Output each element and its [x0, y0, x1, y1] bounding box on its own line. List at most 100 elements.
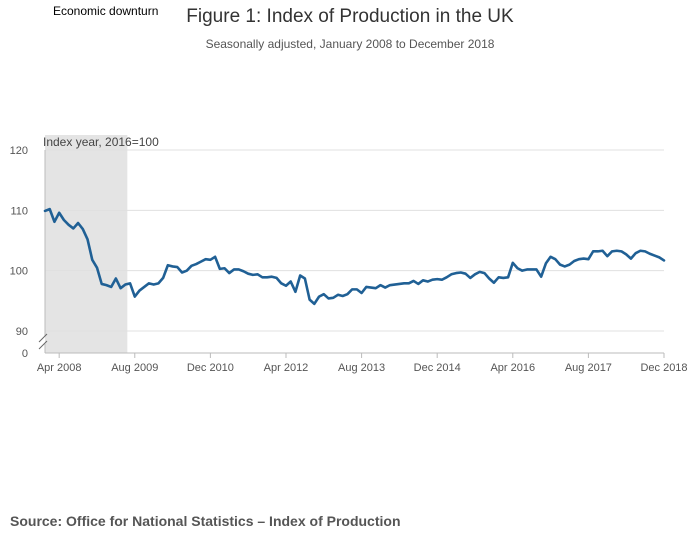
data-point	[346, 293, 349, 295]
data-point	[167, 264, 169, 266]
data-point	[271, 276, 273, 278]
data-point	[412, 280, 415, 282]
data-point	[280, 282, 282, 284]
data-point	[441, 279, 443, 281]
data-point	[77, 222, 79, 224]
data-point	[408, 282, 410, 284]
data-point	[639, 250, 641, 252]
data-point	[521, 270, 523, 272]
x-tick-label-2014-12: Dec 2014	[414, 362, 461, 374]
data-point	[49, 208, 51, 210]
data-point	[157, 282, 159, 284]
data-point	[53, 221, 56, 223]
data-point	[110, 286, 112, 288]
axes: 0 90 100 110 120 Apr 2008 Aug 2009 Dec 2010 Apr …	[10, 145, 688, 374]
data-point	[620, 250, 623, 252]
data-point	[587, 258, 590, 260]
data-point	[625, 253, 627, 255]
data-point	[190, 265, 193, 267]
data-point	[209, 259, 211, 261]
data-point	[360, 292, 363, 294]
data-point	[460, 271, 462, 274]
data-point	[129, 282, 131, 284]
source-note: Source: Office for National Statistics –…	[10, 513, 401, 529]
axis-break-mark-1	[38, 340, 48, 350]
data-point	[148, 282, 150, 284]
data-point	[464, 273, 467, 275]
data-point	[143, 286, 145, 288]
data-point	[195, 263, 197, 265]
data-point	[427, 280, 429, 283]
data-point	[573, 260, 575, 262]
data-point	[403, 282, 405, 284]
data-point	[214, 256, 216, 258]
data-point	[247, 273, 249, 275]
x-tick-label-2017-08: Aug 2017	[565, 362, 612, 374]
data-point	[337, 294, 339, 296]
data-point	[252, 274, 254, 276]
data-point	[384, 286, 386, 289]
data-point	[290, 280, 292, 283]
data-point	[351, 288, 353, 290]
x-tick-label-2009-08: Aug 2009	[111, 362, 158, 374]
data-point	[171, 265, 174, 268]
data-point	[398, 283, 400, 285]
data-point	[601, 250, 604, 252]
data-point	[446, 276, 448, 278]
shaded-regions	[45, 135, 128, 353]
data-point	[266, 276, 268, 278]
data-point	[72, 227, 74, 230]
data-point	[238, 268, 240, 271]
data-point	[257, 273, 259, 275]
data-point	[318, 296, 320, 298]
data-point	[592, 250, 594, 252]
data-point	[134, 296, 136, 298]
data-point	[578, 258, 580, 260]
y-tick-label-0: 0	[22, 348, 28, 360]
data-point	[630, 258, 632, 260]
x-tick-label-2010-12: Dec 2010	[187, 362, 234, 374]
data-point	[63, 219, 65, 221]
chart-title: Figure 1: Index of Production in the UK	[186, 6, 514, 27]
data-point	[559, 264, 561, 266]
data-point	[327, 297, 330, 300]
data-point	[498, 276, 500, 278]
data-point	[313, 303, 315, 305]
data-point	[375, 287, 377, 289]
data-point	[611, 250, 613, 252]
data-point	[516, 267, 519, 269]
series-line-0	[43, 207, 666, 306]
y-tick-label-90: 90	[16, 326, 28, 338]
data-point	[138, 289, 141, 292]
data-point	[105, 284, 108, 286]
data-point	[597, 250, 599, 252]
data-point	[68, 224, 70, 226]
data-point	[242, 270, 245, 272]
data-point	[365, 286, 367, 288]
data-point	[455, 272, 457, 274]
data-point	[389, 284, 391, 286]
data-point	[299, 274, 301, 277]
y-tick-label-100: 100	[10, 266, 28, 278]
data-point	[616, 250, 618, 252]
data-point	[261, 276, 263, 278]
data-point	[205, 258, 207, 260]
data-point	[550, 256, 552, 258]
data-point	[479, 271, 481, 273]
data-point	[531, 268, 533, 271]
data-point	[356, 288, 358, 290]
data-point	[82, 228, 84, 230]
data-point	[120, 287, 122, 289]
data-point	[342, 295, 344, 297]
data-point	[115, 277, 117, 280]
data-point	[644, 250, 646, 252]
data-point	[502, 277, 504, 279]
data-point	[124, 283, 126, 286]
data-point	[379, 284, 382, 286]
data-point	[162, 277, 164, 279]
data-point	[535, 268, 538, 271]
data-point	[540, 276, 542, 278]
data-point	[228, 272, 230, 274]
data-point	[323, 293, 325, 295]
data-point	[474, 273, 476, 275]
